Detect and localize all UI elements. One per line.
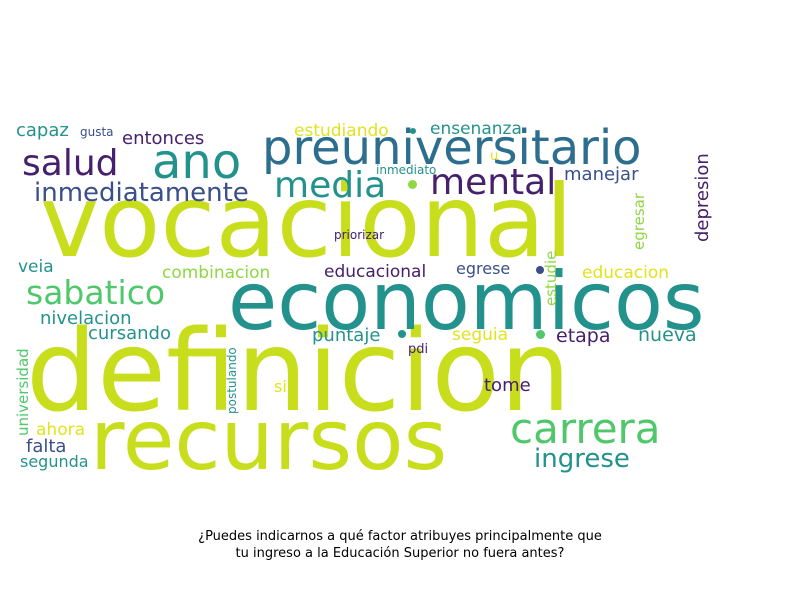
word-nueva: nueva [638,326,697,345]
word-entonces: entonces [122,130,204,148]
word-depresion: depresion [694,153,712,242]
word-priorizar: priorizar [334,229,384,241]
word-pdi: pdi [408,343,428,356]
word-cursando: cursando [88,325,171,343]
dot-mark [536,266,544,274]
word-segunda: segunda [20,454,89,470]
word-puntaje: puntaje [312,327,380,345]
word-gusta: gusta [80,126,114,138]
word-egresar: egresar [632,193,647,250]
word-seguia: seguia [452,327,508,344]
word-egrese: egrese [456,261,510,277]
dot-mark [398,330,406,338]
dot-mark [536,330,545,339]
word-mental: mental [430,165,556,201]
word-universidad: universidad [16,348,31,436]
word-combinacion: combinacion [162,265,270,282]
question-caption: ¿Puedes indicarnos a qué factor atribuye… [100,528,700,562]
word-educacional: educacional [324,264,426,281]
word-u: u [490,150,498,163]
word-salud: salud [22,146,119,182]
word-ingrese: ingrese [534,446,630,472]
word-media: media [274,168,386,204]
word-estudiando: estudiando [294,123,389,140]
word-recursos: recursos [90,398,447,482]
caption-line-1: ¿Puedes indicarnos a qué factor atribuye… [100,528,700,545]
dot-mark [408,180,417,189]
word-capaz: capaz [16,122,69,140]
word-si: si [274,379,287,395]
word-ensenanza: ensenanza [430,121,522,138]
word-sabatico: sabatico [26,276,165,309]
word-inmediatamente: inmediatamente [34,180,249,206]
word-veia: veia [18,259,54,276]
dot-mark [410,128,416,134]
word-inmediato: inmediato [376,164,436,176]
caption-line-2: tu ingreso a la Educación Superior no fu… [100,545,700,562]
word-etapa: etapa [556,327,611,346]
word-estudie: estudie [544,251,559,306]
word-postulando: postulando [226,347,238,414]
word-manejar: manejar [564,166,638,184]
word-educacion: educacion [582,265,669,282]
word-tome: tome [484,377,531,395]
